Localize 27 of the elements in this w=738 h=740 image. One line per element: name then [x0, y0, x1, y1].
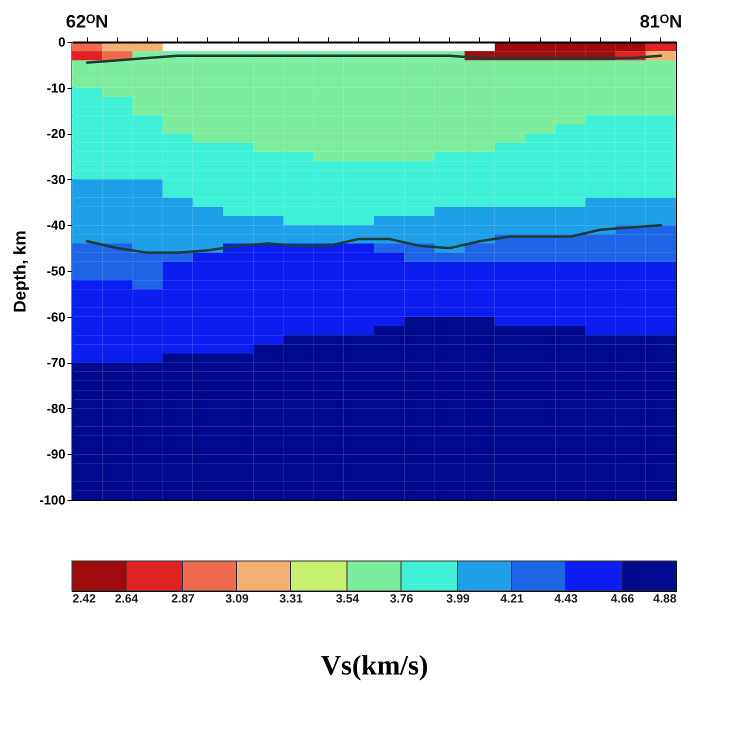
color-bar-label: 2.42 — [72, 592, 96, 606]
y-tick-label: -100 — [39, 492, 66, 508]
y-tick-label: -10 — [46, 80, 66, 96]
color-bar-label: 3.31 — [279, 592, 304, 606]
y-tick-label: -70 — [46, 355, 66, 370]
color-bar-label: 2.64 — [114, 592, 139, 606]
color-bar-title: Vs(km/s) — [320, 650, 428, 682]
color-bar-label: 3.99 — [446, 592, 470, 606]
color-bar-label: 3.54 — [336, 592, 360, 606]
y-tick-label: -90 — [46, 446, 66, 462]
y-tick-label: -80 — [46, 400, 66, 416]
y-tick-label: -30 — [46, 172, 66, 187]
y-tick-label: -50 — [46, 264, 66, 278]
y-tick-label: 0 — [58, 34, 66, 50]
y-tick-label: -20 — [46, 126, 66, 142]
color-bar-label: 4.43 — [554, 592, 578, 606]
color-bar-label: 2.87 — [171, 592, 195, 606]
color-bar-label: 4.88 — [653, 592, 677, 606]
color-bar-label: 3.76 — [390, 592, 414, 606]
color-bar-label: 4.21 — [500, 592, 524, 606]
y-tick-label: -40 — [46, 218, 66, 233]
x-tick-label: 62ᴼN — [66, 12, 108, 32]
y-axis-title: Depth, km — [10, 230, 30, 313]
y-tick-label: -60 — [46, 309, 66, 324]
color-bar-label: 4.66 — [610, 592, 634, 606]
x-tick-label: 81ᴼN — [640, 12, 682, 32]
color-bar-label: 3.09 — [225, 592, 250, 606]
